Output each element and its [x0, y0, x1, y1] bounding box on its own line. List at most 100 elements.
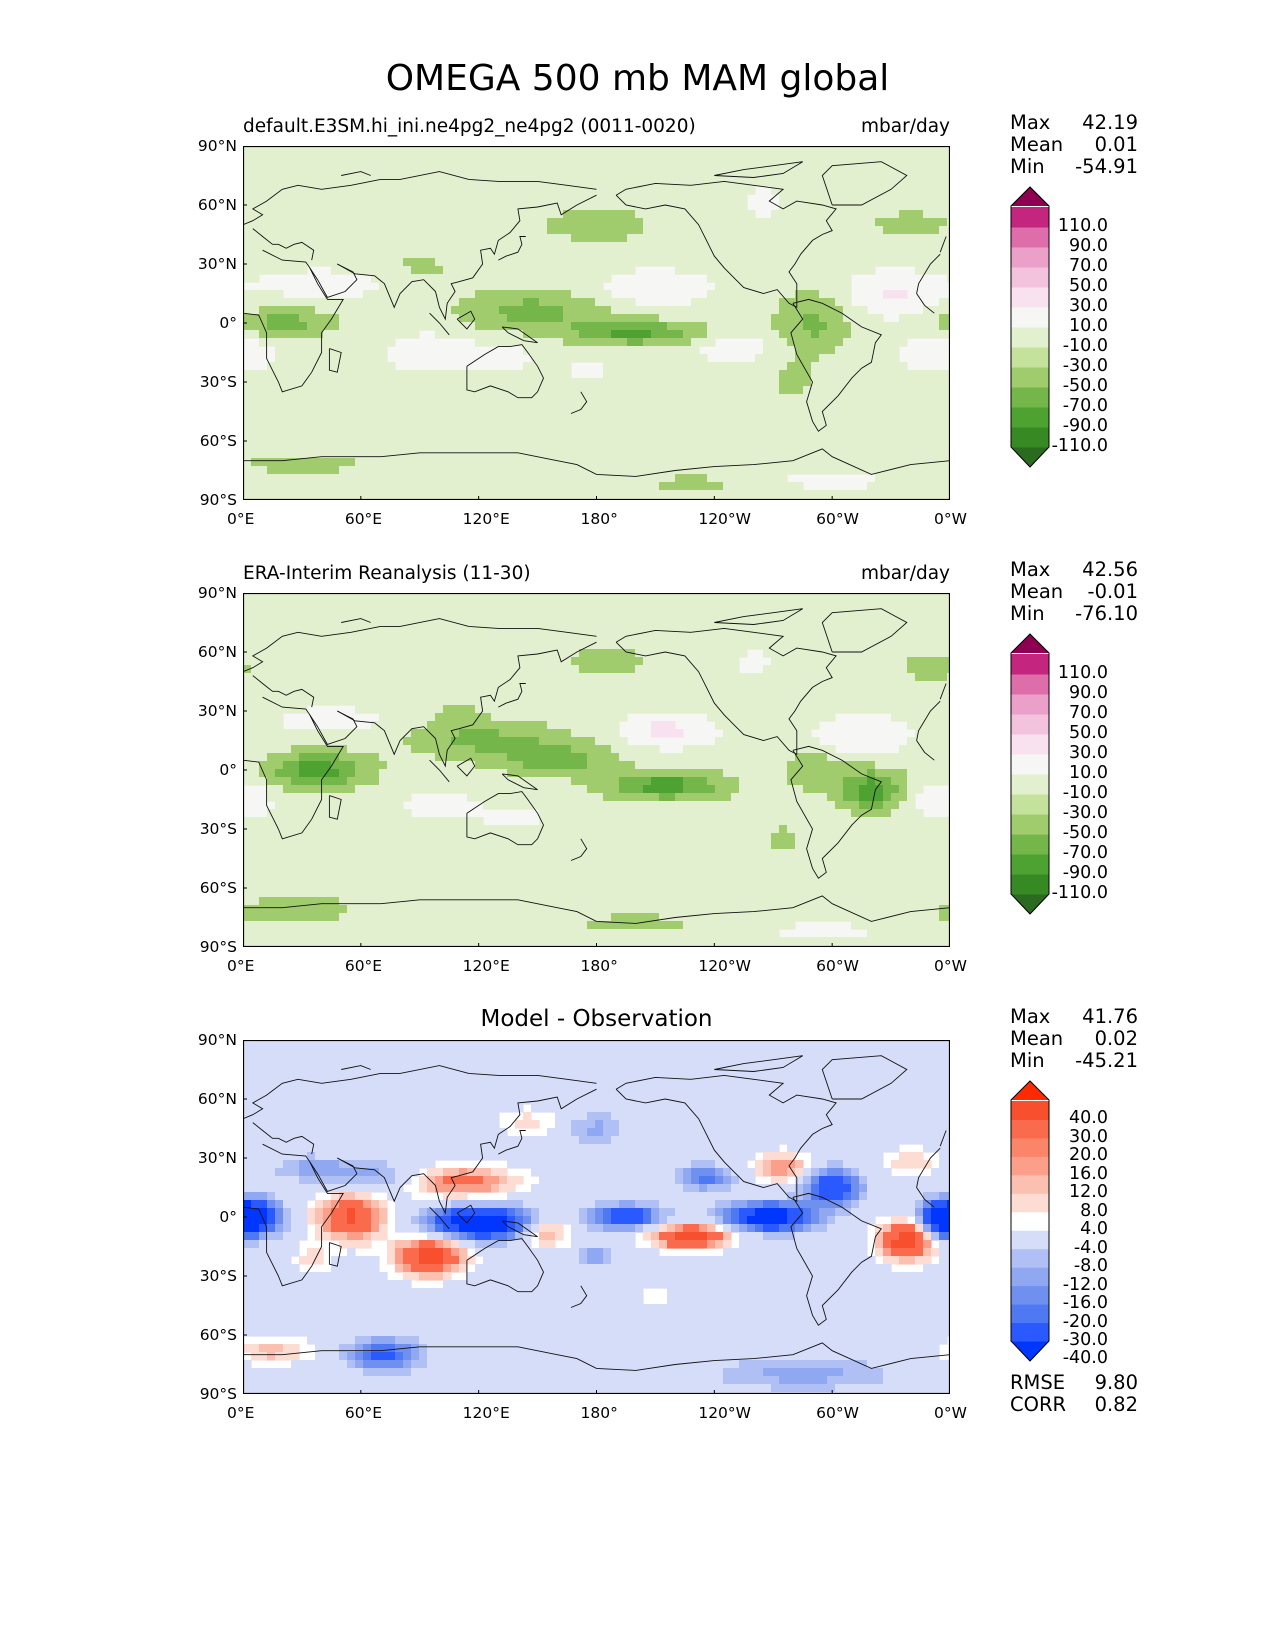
contour-cell	[851, 266, 860, 275]
contour-cell	[779, 474, 788, 483]
contour-cell	[659, 338, 668, 347]
contour-cell	[371, 178, 380, 187]
contour-cell	[411, 697, 420, 706]
contour-cell	[299, 218, 308, 227]
contour-cell	[499, 290, 508, 299]
contour-cell	[323, 162, 332, 171]
contour-cell	[403, 194, 412, 203]
contour-cell	[579, 625, 588, 634]
contour-cell	[291, 354, 300, 363]
contour-cell	[947, 689, 950, 698]
contour-cell	[827, 274, 836, 283]
contour-cell	[923, 306, 932, 315]
contour-cell	[635, 210, 644, 219]
contour-cell	[635, 402, 644, 411]
contour-cell	[947, 474, 950, 483]
contour-cell	[531, 418, 540, 427]
contour-cell	[947, 625, 950, 634]
contour-cell	[747, 617, 756, 626]
contour-cell	[699, 482, 708, 491]
contour-cell	[419, 194, 428, 203]
contour-cell	[515, 426, 524, 435]
contour-cell	[803, 673, 812, 682]
contour-cell	[307, 338, 316, 347]
contour-cell	[379, 386, 388, 395]
contour-cell	[451, 242, 460, 251]
contour-cell	[243, 625, 252, 634]
contour-cell	[371, 186, 380, 195]
contour-cell	[875, 186, 884, 195]
contour-cell	[723, 482, 732, 491]
contour-cell	[283, 466, 292, 475]
contour-cell	[883, 673, 892, 682]
contour-cell	[315, 450, 324, 459]
contour-cell	[795, 210, 804, 219]
contour-cell	[683, 402, 692, 411]
contour-cell	[795, 338, 804, 347]
contour-cell	[603, 681, 612, 690]
contour-cell	[635, 450, 644, 459]
contour-cell	[867, 178, 876, 187]
contour-cell	[267, 226, 276, 235]
contour-cell	[651, 633, 660, 642]
contour-cell	[395, 593, 404, 602]
contour-cell	[435, 162, 444, 171]
contour-cell	[555, 298, 564, 307]
contour-cell	[419, 202, 428, 211]
contour-cell	[355, 314, 364, 323]
contour-cell	[299, 593, 308, 602]
contour-cell	[539, 226, 548, 235]
contour-cell	[659, 226, 668, 235]
contour-cell	[859, 242, 868, 251]
contour-cell	[515, 234, 524, 243]
contour-cell	[595, 242, 604, 251]
contour-cell	[499, 242, 508, 251]
contour-cell	[747, 418, 756, 427]
contour-cell	[875, 466, 884, 475]
contour-cell	[459, 410, 468, 419]
contour-cell	[339, 266, 348, 275]
contour-cell	[443, 402, 452, 411]
contour-cell	[275, 418, 284, 427]
contour-cell	[499, 298, 508, 307]
colorbar-bin	[1011, 307, 1049, 328]
contour-cell	[483, 657, 492, 666]
contour-cell	[755, 314, 764, 323]
contour-cell	[267, 442, 276, 451]
contour-cell	[523, 322, 532, 331]
contour-cell	[355, 378, 364, 387]
contour-cell	[523, 146, 532, 155]
contour-cell	[883, 250, 892, 259]
contour-cell	[859, 378, 868, 387]
contour-cell	[899, 386, 908, 395]
contour-cell	[323, 330, 332, 339]
contour-cell	[283, 641, 292, 650]
contour-cell	[851, 234, 860, 243]
contour-cell	[291, 258, 300, 267]
contour-cell	[443, 330, 452, 339]
contour-cell	[803, 362, 812, 371]
coastline	[498, 236, 526, 261]
contour-cell	[371, 426, 380, 435]
contour-cell	[291, 434, 300, 443]
contour-cell	[379, 673, 388, 682]
contour-cell	[411, 458, 420, 467]
contour-cell	[395, 394, 404, 403]
contour-cell	[611, 418, 620, 427]
contour-cell	[571, 234, 580, 243]
contour-cell	[883, 410, 892, 419]
contour-cell	[931, 490, 940, 499]
contour-cell	[579, 458, 588, 467]
contour-cell	[683, 418, 692, 427]
contour-cell	[635, 657, 644, 666]
contour-cell	[275, 625, 284, 634]
contour-cell	[707, 266, 716, 275]
contour-cell	[715, 154, 724, 163]
contour-cell	[691, 250, 700, 259]
contour-cell	[491, 633, 500, 642]
contour-cell	[403, 162, 412, 171]
contour-cell	[739, 378, 748, 387]
contour-cell	[731, 402, 740, 411]
contour-cell	[779, 242, 788, 251]
contour-cell	[843, 665, 852, 674]
